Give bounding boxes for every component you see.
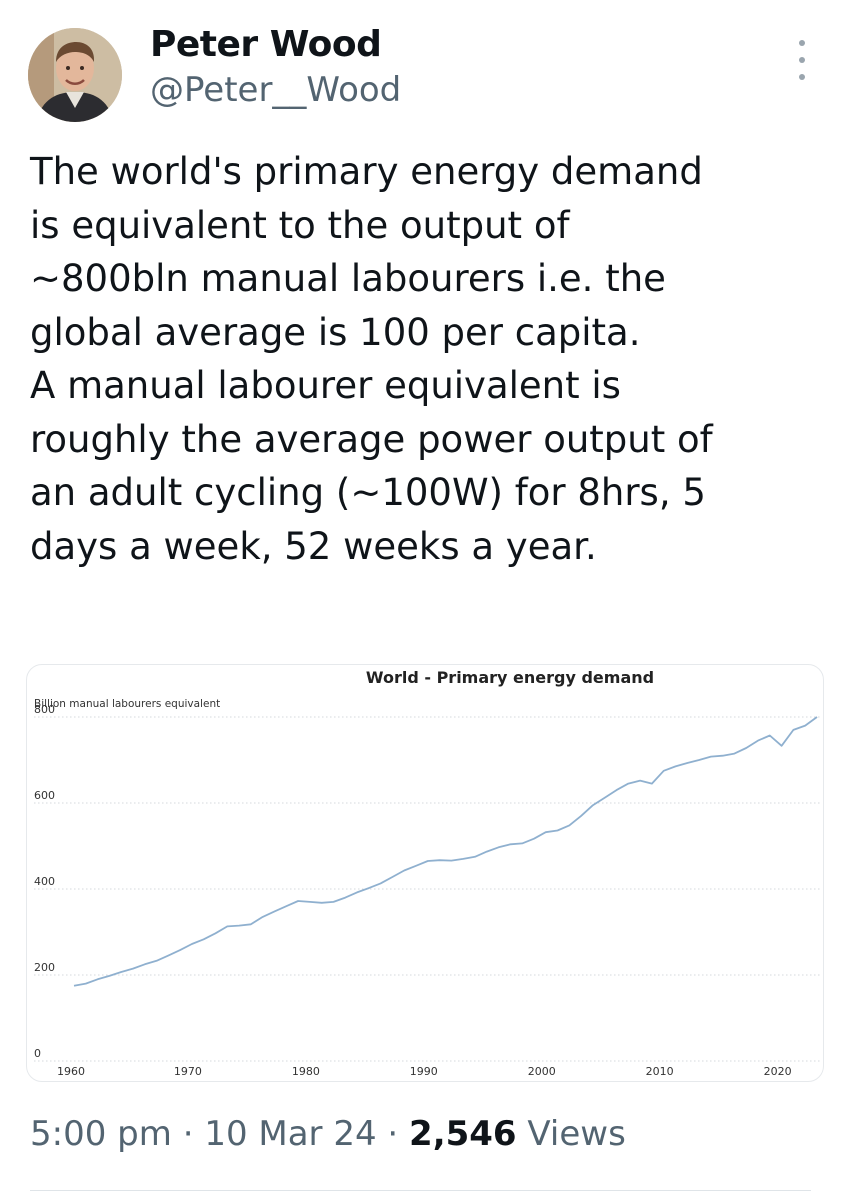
more-dot — [799, 74, 805, 80]
x-tick-label: 1960 — [57, 1065, 85, 1078]
meta-separator: · — [182, 1114, 194, 1154]
y-tick-label: 400 — [34, 875, 55, 888]
series-line — [73, 716, 818, 987]
chart-title: World - Primary energy demand — [366, 668, 654, 687]
x-tick-label: 2020 — [764, 1065, 792, 1078]
x-tick-label: 1970 — [174, 1065, 202, 1078]
divider — [30, 1190, 811, 1191]
y-tick-label: 200 — [34, 961, 55, 974]
x-tick-label: 1990 — [410, 1065, 438, 1078]
meta-separator: · — [387, 1114, 399, 1154]
more-dot — [799, 40, 805, 46]
avatar[interactable] — [28, 28, 122, 122]
tweet-meta: 5:00 pm · 10 Mar 24 · 2,546 Views — [30, 1114, 626, 1154]
y-tick-label: 0 — [34, 1047, 41, 1060]
chart-image[interactable]: World - Primary energy demand Billion ma… — [26, 664, 824, 1082]
views-count[interactable]: 2,546 — [409, 1114, 517, 1154]
tweet-time[interactable]: 5:00 pm — [30, 1114, 172, 1154]
views-label: Views — [527, 1114, 626, 1154]
x-tick-label: 2010 — [646, 1065, 674, 1078]
more-dot — [799, 57, 805, 63]
author-name[interactable]: Peter Wood — [150, 24, 382, 65]
y-tick-label: 600 — [34, 789, 55, 802]
x-tick-label: 2000 — [528, 1065, 556, 1078]
y-axis-label: Billion manual labourers equivalent — [34, 698, 220, 710]
profile-photo — [28, 28, 122, 122]
author-handle[interactable]: @Peter__Wood — [150, 70, 402, 110]
x-tick-label: 1980 — [292, 1065, 320, 1078]
tweet-date[interactable]: 10 Mar 24 — [204, 1114, 377, 1154]
energy-demand-chart: World - Primary energy demand Billion ma… — [34, 668, 821, 1078]
more-options-icon[interactable] — [790, 40, 814, 80]
y-tick-label: 800 — [34, 703, 55, 716]
tweet-text: The world's primary energy demand is equ… — [30, 150, 713, 568]
